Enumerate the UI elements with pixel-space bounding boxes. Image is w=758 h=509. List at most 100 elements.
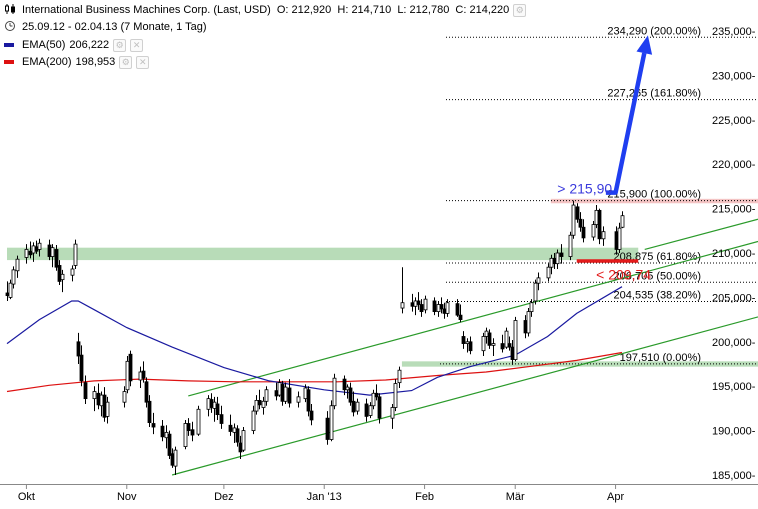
candle	[419, 299, 424, 317]
fib-label-5: 204,535 (38.20%)	[614, 290, 701, 302]
candle-body	[594, 209, 599, 225]
candle	[264, 386, 269, 406]
candle	[410, 293, 415, 312]
ohlc-values: O: 212,920 H: 214,710 L: 212,780 C: 214,…	[276, 4, 510, 16]
candle-body	[144, 381, 149, 403]
candle-body	[500, 343, 505, 350]
candle-body	[50, 247, 55, 257]
candle-body	[287, 387, 292, 404]
candle-body	[5, 292, 10, 297]
candle-body	[128, 353, 133, 382]
candle-body	[397, 369, 402, 384]
candle	[445, 299, 450, 317]
candle	[170, 448, 175, 468]
ema200-swatch	[4, 60, 14, 65]
candle-body	[170, 453, 175, 466]
candle	[215, 396, 220, 420]
candle-body	[348, 387, 353, 403]
candle	[575, 203, 580, 223]
date-range: 25.09.12 - 02.04.13 (7 Monate, 1 Tag)	[22, 21, 207, 33]
candle	[147, 395, 152, 428]
candle-body	[183, 423, 188, 447]
zone-1	[401, 361, 758, 367]
candle	[594, 205, 599, 229]
candle-body	[571, 204, 576, 236]
settings-button[interactable]: ⚙	[513, 3, 527, 17]
candle-body	[325, 417, 330, 440]
candle	[533, 279, 538, 305]
candle-body	[251, 410, 256, 431]
candle	[306, 386, 311, 417]
candle-body	[526, 311, 531, 334]
chart-title: International Business Machines Corp. (L…	[22, 4, 271, 16]
ema50-legend: EMA(50) 206,222 ⚙ ✕	[4, 38, 144, 52]
candle-body	[487, 332, 492, 346]
candle	[455, 299, 460, 317]
candle-body	[393, 383, 398, 408]
ema50-settings-button[interactable]: ⚙	[113, 38, 127, 52]
candle-body	[484, 330, 489, 337]
candle-body	[15, 258, 20, 272]
ema50-swatch	[4, 43, 14, 48]
candle	[442, 302, 447, 319]
candle	[287, 379, 292, 408]
candle-body	[390, 407, 395, 419]
candle	[432, 297, 437, 316]
candle-body	[364, 403, 369, 417]
candle	[251, 405, 256, 435]
ema200-remove-button[interactable]: ✕	[136, 55, 150, 69]
candle-body	[419, 304, 424, 313]
candle	[436, 300, 441, 317]
y-tick-label: 210,000-	[712, 248, 756, 260]
y-tick-label: 230,000-	[712, 70, 756, 82]
fib-label-6: 197,510 (0.00%)	[620, 352, 701, 364]
candle-body	[83, 382, 88, 400]
candle	[371, 389, 376, 410]
candle	[296, 391, 301, 408]
candle	[241, 427, 246, 452]
candle-body	[138, 371, 143, 381]
candle	[465, 338, 470, 353]
candle-body	[238, 442, 243, 453]
candle	[468, 336, 473, 355]
candle-body	[215, 403, 220, 416]
candle	[261, 396, 266, 415]
candle	[54, 245, 59, 271]
x-tick-label: Feb	[415, 491, 434, 503]
candle-body	[264, 389, 269, 402]
candle	[60, 269, 65, 293]
annotation-layer: > 215,90 < 209,74	[557, 35, 653, 283]
candle-body	[34, 246, 39, 252]
annotation-1: < 209,74	[596, 267, 651, 283]
candle-body	[559, 252, 564, 257]
candle-body	[306, 389, 311, 412]
candle-body	[296, 396, 301, 403]
fib-label-4: 206,705 (50.00%)	[614, 270, 701, 282]
candle	[416, 292, 421, 310]
candle	[393, 379, 398, 412]
candle	[128, 350, 133, 387]
candle	[122, 386, 127, 408]
candle	[151, 412, 156, 435]
candles-layer	[5, 200, 625, 475]
candle-body	[160, 425, 165, 438]
candle	[571, 200, 576, 239]
candle	[228, 414, 233, 436]
candle-body	[620, 215, 625, 228]
candle	[96, 383, 101, 410]
close-icon: ✕	[139, 56, 147, 67]
ema50-remove-button[interactable]: ✕	[130, 38, 144, 52]
candle-body	[536, 277, 541, 284]
candle-body	[423, 298, 428, 311]
candle	[368, 402, 373, 419]
zone-0	[7, 247, 639, 261]
candle-body	[491, 343, 496, 346]
candle-body	[568, 234, 573, 257]
annotation-0: > 215,90	[557, 181, 612, 197]
candle-body	[481, 336, 486, 352]
zones-layer	[7, 198, 758, 367]
ema200-settings-button[interactable]: ⚙	[119, 55, 133, 69]
trend-channel-layer	[171, 218, 758, 476]
candle-body	[436, 304, 441, 313]
